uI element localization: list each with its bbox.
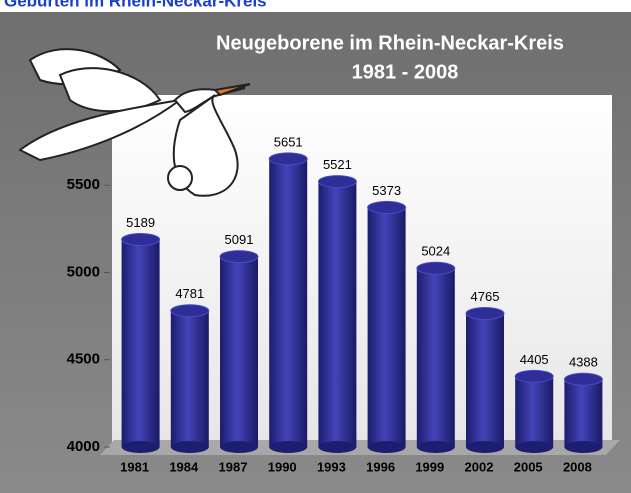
x-tick-label: 1993 [317, 459, 346, 474]
bar-top [220, 251, 258, 263]
data-label: 4388 [569, 355, 598, 370]
y-tick-label: 5000 [67, 263, 100, 280]
x-tick-label: 2002 [465, 459, 494, 474]
bar-base [417, 441, 455, 453]
bar-base [564, 441, 602, 453]
bar [122, 240, 160, 447]
bar [171, 311, 209, 447]
page-header: Geburten im Rhein-Neckar-Kreis [4, 0, 267, 10]
bar-base [368, 441, 406, 453]
bar [269, 159, 307, 447]
chart: Geburten im Rhein-Neckar-Kreis Neugebore… [0, 0, 631, 493]
x-tick-label: 1990 [268, 459, 297, 474]
bar-top [564, 373, 602, 385]
x-tick-label: 2005 [514, 459, 543, 474]
bar [417, 268, 455, 447]
bar-base [318, 441, 356, 453]
bar-base [466, 441, 504, 453]
data-label: 4781 [175, 286, 204, 301]
y-tick-label: 4500 [67, 351, 100, 368]
x-tick-label: 1987 [219, 459, 248, 474]
bar-base [220, 441, 258, 453]
bar [318, 182, 356, 447]
bar-top [171, 305, 209, 317]
x-tick-label: 1996 [366, 459, 395, 474]
x-tick-label: 1984 [169, 459, 199, 474]
data-label: 5189 [126, 215, 155, 230]
bar-top [417, 262, 455, 274]
data-label: 5024 [421, 244, 450, 259]
chart-title: Neugeborene im Rhein-Neckar-Kreis [216, 32, 564, 54]
bar-base [269, 441, 307, 453]
bar-top [122, 234, 160, 246]
data-label: 5521 [323, 157, 352, 172]
data-label: 4765 [471, 289, 500, 304]
bar [515, 376, 553, 447]
data-label: 4405 [520, 352, 549, 367]
bar [466, 314, 504, 447]
bar [368, 207, 406, 447]
bar-top [269, 153, 307, 165]
bar-top [318, 176, 356, 188]
chart-subtitle: 1981 - 2008 [352, 61, 459, 83]
data-label: 5373 [372, 183, 401, 198]
y-tick-label: 5500 [67, 176, 100, 193]
bar-base [122, 441, 160, 453]
y-tick-label: 4000 [67, 438, 100, 455]
x-tick-label: 1981 [120, 459, 149, 474]
bar [220, 257, 258, 447]
bar-base [515, 441, 553, 453]
bar-top [466, 308, 504, 320]
bar [564, 379, 602, 447]
bar-top [368, 201, 406, 213]
data-label: 5651 [274, 134, 303, 149]
bar-top [515, 370, 553, 382]
x-tick-label: 1999 [415, 459, 444, 474]
bar-base [171, 441, 209, 453]
data-label: 5091 [225, 232, 254, 247]
x-tick-label: 2008 [563, 459, 592, 474]
